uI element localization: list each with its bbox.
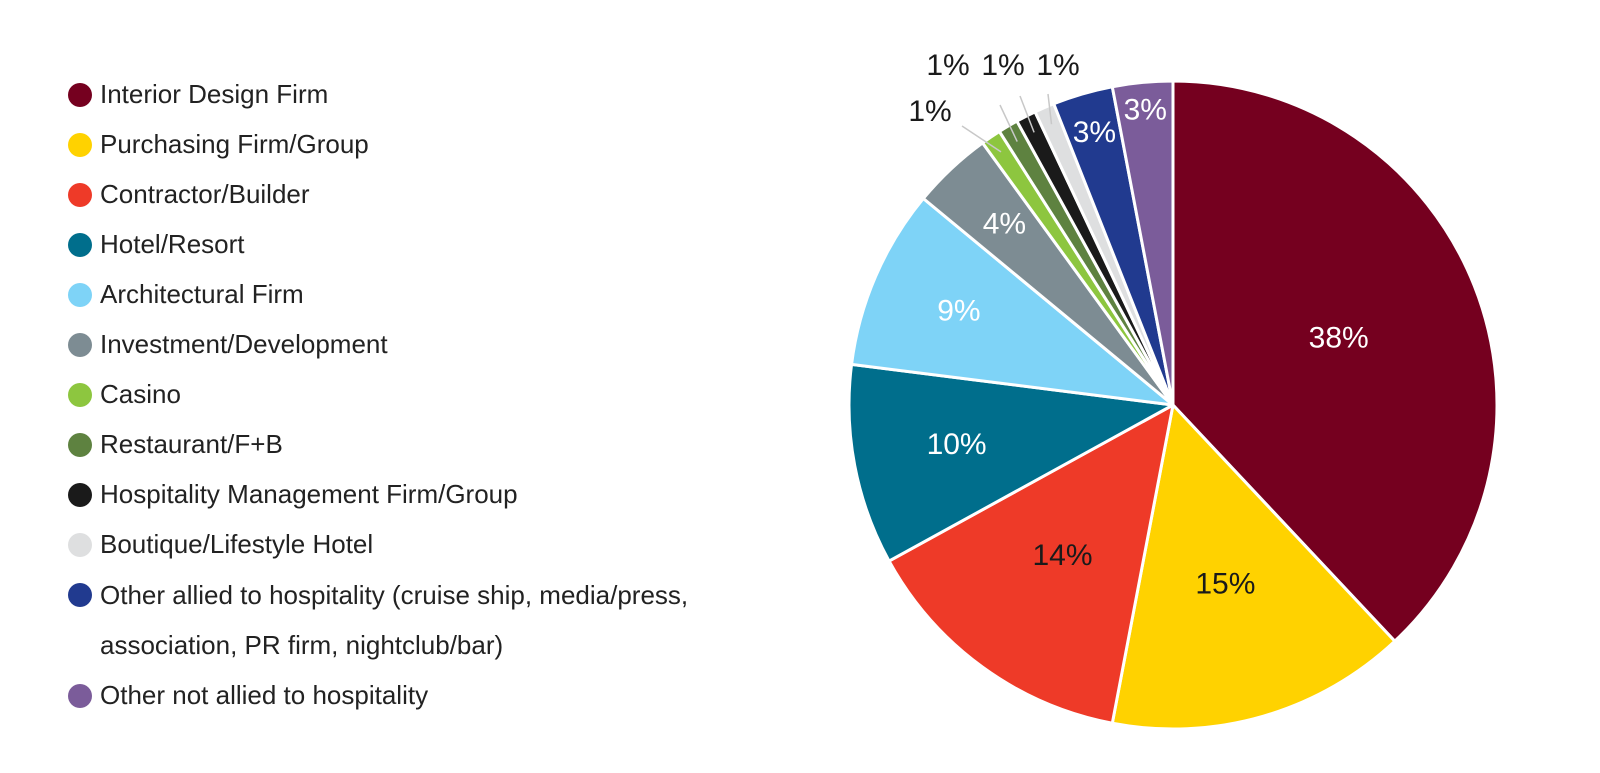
legend-label-architectural: Architectural Firm [100,279,304,309]
slice-label-8: 1% [981,49,1024,82]
slice-label-4: 9% [937,294,980,327]
legend-item-investment: Investment/Development [68,330,688,359]
pie-slice-11 [1110,79,1175,407]
legend-swatch-other-allied [68,583,92,607]
leader-line-6 [961,125,1002,153]
slice-label-10: 3% [1073,116,1116,149]
legend-swatch-contractor [68,183,92,207]
legend-swatch-hotel-resort [68,233,92,257]
slice-label-0: 38% [1309,321,1369,354]
leader-line-9 [1047,93,1053,125]
pie-slices [847,79,1499,731]
legend-swatch-hospitality-management [68,483,92,507]
pie-slice-1 [1110,403,1397,731]
legend-swatch-restaurant [68,433,92,457]
legend-item-other-not-allied: Other not allied to hospitality [68,681,688,710]
legend-item-casino: Casino [68,380,688,409]
legend-label-other-not-allied: Other not allied to hospitality [100,680,429,710]
legend-swatch-architectural [68,283,92,307]
chart-legend: Interior Design Firm Purchasing Firm/Gro… [68,80,688,731]
legend-item-other-allied: Other allied to hospitality (cruise ship… [68,580,688,670]
slice-label-5: 4% [983,207,1026,240]
legend-item-boutique: Boutique/Lifestyle Hotel [68,530,688,559]
legend-item-contractor: Contractor/Builder [68,180,688,209]
pie-slice-3 [847,362,1175,563]
legend-label-other-allied: Other allied to hospitality (cruise ship… [100,580,689,660]
slice-labels: 38% 15% 14% 10% 9% 4% 1% 1% 1% 1% 3%3% [908,49,1368,601]
pie-slice-0 [1171,79,1499,643]
legend-item-purchasing: Purchasing Firm/Group [68,130,688,159]
legend-swatch-purchasing [68,133,92,157]
slice-label-3: 10% [927,428,987,461]
legend-swatch-interior-design [68,83,92,107]
legend-label-interior-design: Interior Design Firm [100,79,329,109]
leader-line-7 [999,104,1018,142]
legend-label-hospitality-management: Hospitality Management Firm/Group [100,479,518,509]
legend-swatch-boutique [68,533,92,557]
legend-label-boutique: Boutique/Lifestyle Hotel [100,529,374,559]
slice-label-7: 1% [926,49,969,82]
legend-item-interior-design: Interior Design Firm [68,80,688,109]
slice-label-9: 1% [1036,49,1079,82]
legend-label-investment: Investment/Development [100,329,388,359]
legend-item-hospitality-management: Hospitality Management Firm/Group [68,480,688,509]
legend-label-contractor: Contractor/Builder [100,179,310,209]
slice-label-1: 15% [1195,567,1255,600]
legend-label-restaurant: Restaurant/F+B [100,429,283,459]
legend-label-purchasing: Purchasing Firm/Group [100,129,369,159]
leader-line-8 [1019,95,1035,133]
legend-label-hotel-resort: Hotel/Resort [100,229,245,259]
leader-lines [961,93,1053,153]
pie-slice-2 [887,403,1175,725]
legend-label-casino: Casino [100,379,181,409]
slice-label-2: 14% [1032,539,1092,572]
legend-item-architectural: Architectural Firm [68,280,688,309]
legend-swatch-casino [68,383,92,407]
slice-label-11: 3% [1124,93,1167,126]
legend-item-hotel-resort: Hotel/Resort [68,230,688,259]
legend-swatch-investment [68,333,92,357]
slice-label-6: 1% [908,95,951,128]
legend-item-restaurant: Restaurant/F+B [68,430,688,459]
pie-slice-4 [850,196,1175,407]
legend-swatch-other-not-allied [68,684,92,708]
